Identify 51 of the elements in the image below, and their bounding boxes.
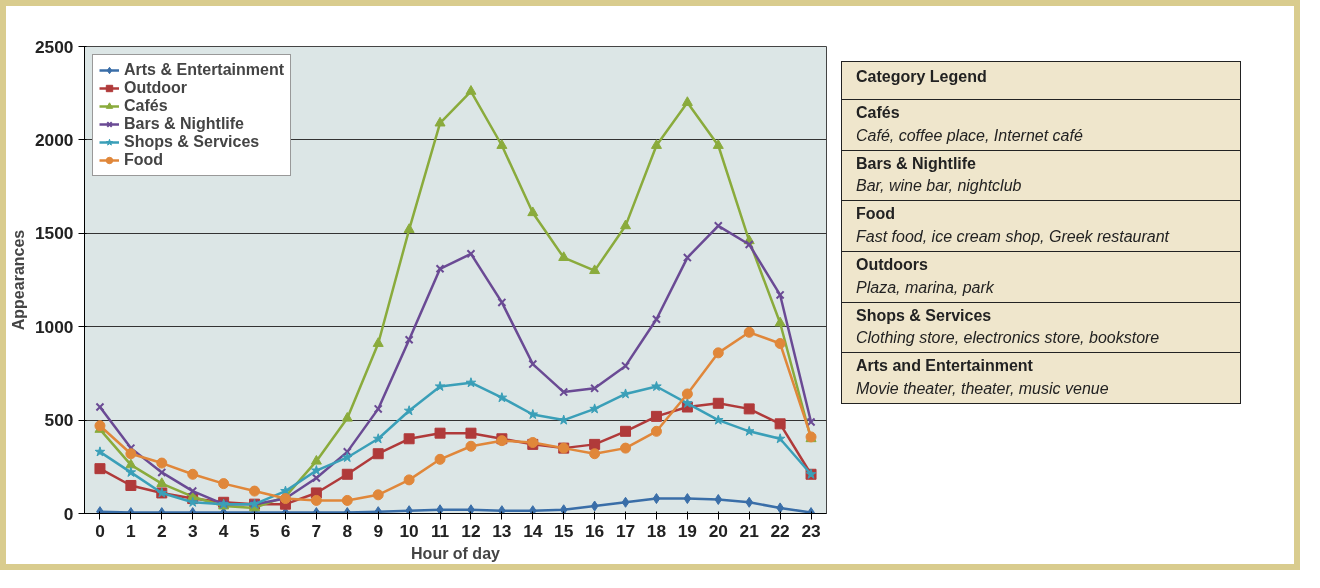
- legend-label: Arts & Entertainment: [124, 61, 285, 79]
- y-tick-label: 1000: [34, 316, 74, 337]
- text: Food: [856, 205, 896, 223]
- x-tick-label: 18: [646, 520, 667, 541]
- x-tick-label: 20: [708, 520, 728, 541]
- legend-label: Bars & Nightlife: [124, 115, 245, 133]
- x-tick-label: 9: [373, 520, 384, 541]
- x-tick-label: 0: [95, 520, 105, 541]
- x-axis-title: Hour of day: [411, 544, 501, 562]
- x-tick-label: 2: [156, 520, 167, 541]
- text: Clothing store, electronics store, bookstore: [856, 329, 1160, 347]
- legend-label: Cafés: [124, 97, 168, 115]
- x-tick-label: 5: [249, 520, 260, 541]
- x-tick-label: 21: [739, 520, 760, 541]
- text: Bar, wine bar, nightclub: [856, 177, 1022, 195]
- text: Cafés: [856, 103, 900, 121]
- x-tick-label: 7: [311, 520, 322, 541]
- y-tick-label: 2000: [34, 129, 74, 150]
- text: Plaza, marina, park: [856, 278, 994, 296]
- y-tick-label: 2500: [34, 36, 74, 57]
- x-tick-label: 12: [461, 520, 481, 541]
- x-tick-label: 11: [430, 520, 450, 541]
- text: Category Legend: [841, 61, 1241, 100]
- text: Fast food, ice cream shop, Greek restaurant: [856, 228, 1170, 246]
- text: Bars & Nightlife: [856, 154, 977, 172]
- x-tick-label: 15: [554, 520, 574, 541]
- x-tick-label: 1: [126, 520, 137, 541]
- x-tick-label: 23: [801, 520, 822, 541]
- legend-label: Shops & Services: [124, 133, 260, 151]
- legend-label: Outdoor: [124, 79, 188, 97]
- x-tick-label: 10: [399, 520, 419, 541]
- y-tick-label: 500: [44, 410, 74, 431]
- x-tick-label: 16: [584, 520, 605, 541]
- y-axis-title: Appearances: [9, 229, 27, 331]
- legend-label: Food: [124, 151, 164, 169]
- text: Arts and Entertainment: [856, 357, 1033, 375]
- x-tick-label: 6: [280, 520, 291, 541]
- x-tick-label: 19: [677, 520, 698, 541]
- text: Café, coffee place, Internet café: [856, 126, 1083, 144]
- x-tick-label: 17: [615, 520, 636, 541]
- x-tick-label: 13: [492, 520, 512, 541]
- x-tick-label: 4: [218, 520, 229, 541]
- x-tick-label: 14: [523, 520, 543, 541]
- x-tick-label: 22: [770, 520, 790, 541]
- text: Shops & Services: [856, 306, 992, 324]
- text: Movie theater, theater, music venue: [856, 380, 1109, 398]
- y-tick-label: 0: [63, 503, 74, 524]
- text: Outdoors: [856, 255, 928, 273]
- x-tick-label: 3: [187, 520, 198, 541]
- y-tick-label: 1500: [34, 223, 74, 244]
- x-tick-label: 8: [342, 520, 353, 541]
